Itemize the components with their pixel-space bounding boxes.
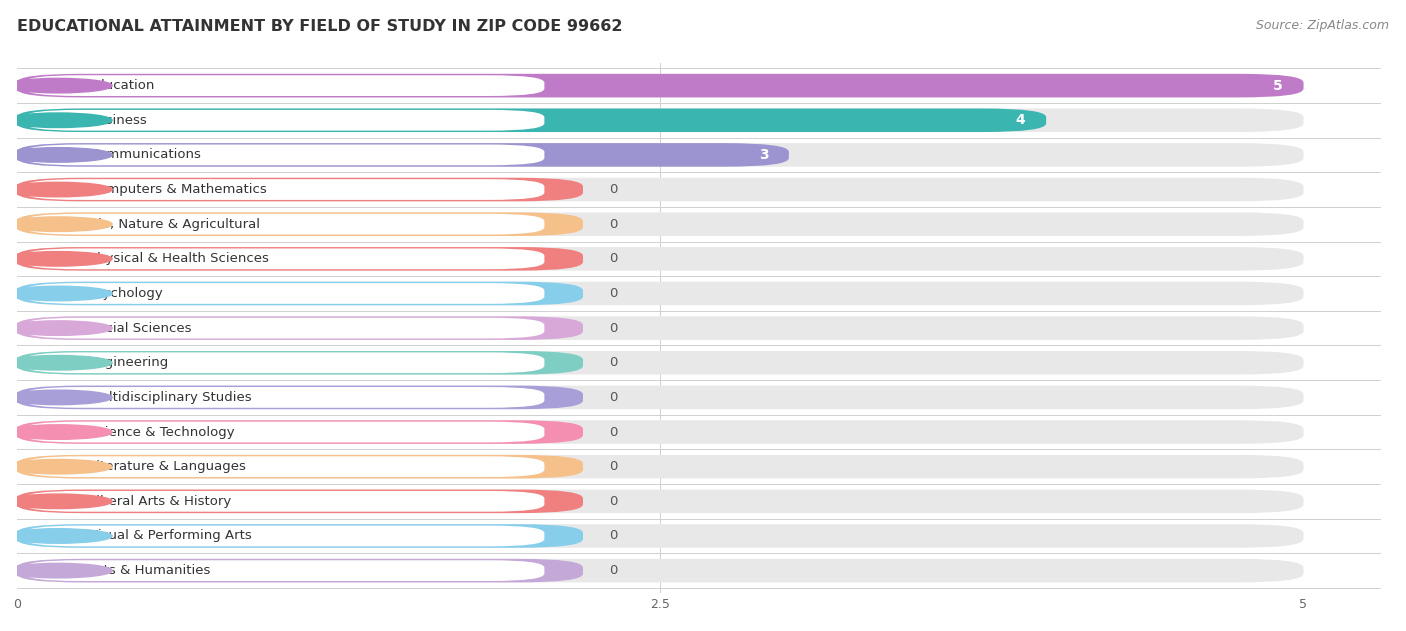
Text: Engineering: Engineering: [89, 357, 169, 369]
Text: Multidisciplinary Studies: Multidisciplinary Studies: [89, 391, 252, 404]
FancyBboxPatch shape: [17, 281, 583, 305]
FancyBboxPatch shape: [24, 318, 544, 338]
Text: 0: 0: [609, 495, 617, 508]
FancyBboxPatch shape: [24, 560, 544, 581]
Text: Communications: Communications: [89, 148, 201, 162]
FancyBboxPatch shape: [24, 75, 544, 96]
FancyBboxPatch shape: [17, 213, 1303, 236]
Circle shape: [4, 217, 112, 232]
FancyBboxPatch shape: [24, 283, 544, 304]
FancyBboxPatch shape: [17, 455, 1303, 478]
Text: 0: 0: [609, 460, 617, 473]
Circle shape: [4, 148, 112, 162]
Text: Visual & Performing Arts: Visual & Performing Arts: [89, 529, 252, 543]
FancyBboxPatch shape: [17, 351, 583, 375]
FancyBboxPatch shape: [24, 110, 544, 131]
Circle shape: [4, 252, 112, 266]
FancyBboxPatch shape: [24, 249, 544, 269]
FancyBboxPatch shape: [24, 352, 544, 373]
Text: Bio, Nature & Agricultural: Bio, Nature & Agricultural: [89, 218, 260, 231]
Text: Source: ZipAtlas.com: Source: ZipAtlas.com: [1256, 19, 1389, 32]
Text: Literature & Languages: Literature & Languages: [89, 460, 246, 473]
Circle shape: [4, 390, 112, 404]
FancyBboxPatch shape: [17, 386, 583, 409]
Circle shape: [4, 286, 112, 301]
FancyBboxPatch shape: [17, 178, 583, 201]
FancyBboxPatch shape: [17, 74, 1303, 97]
FancyBboxPatch shape: [24, 491, 544, 512]
Text: 0: 0: [609, 322, 617, 334]
FancyBboxPatch shape: [17, 316, 1303, 340]
Circle shape: [4, 182, 112, 197]
FancyBboxPatch shape: [17, 143, 789, 167]
FancyBboxPatch shape: [17, 74, 1303, 97]
Circle shape: [4, 425, 112, 439]
Text: 4: 4: [1015, 113, 1025, 127]
Circle shape: [4, 321, 112, 336]
FancyBboxPatch shape: [17, 420, 1303, 444]
FancyBboxPatch shape: [17, 143, 1303, 167]
FancyBboxPatch shape: [17, 386, 1303, 409]
Circle shape: [4, 459, 112, 474]
Circle shape: [4, 113, 112, 127]
FancyBboxPatch shape: [17, 109, 1303, 132]
Circle shape: [4, 78, 112, 93]
FancyBboxPatch shape: [24, 387, 544, 408]
FancyBboxPatch shape: [17, 247, 1303, 271]
FancyBboxPatch shape: [17, 420, 583, 444]
Text: Science & Technology: Science & Technology: [89, 425, 235, 439]
Circle shape: [4, 494, 112, 509]
FancyBboxPatch shape: [17, 316, 583, 340]
Text: Computers & Mathematics: Computers & Mathematics: [89, 183, 267, 196]
FancyBboxPatch shape: [17, 524, 1303, 548]
FancyBboxPatch shape: [17, 455, 583, 478]
Text: 0: 0: [609, 287, 617, 300]
Text: Psychology: Psychology: [89, 287, 163, 300]
Circle shape: [4, 563, 112, 578]
Circle shape: [4, 529, 112, 543]
Text: 0: 0: [609, 425, 617, 439]
FancyBboxPatch shape: [17, 281, 1303, 305]
FancyBboxPatch shape: [24, 214, 544, 235]
Text: 0: 0: [609, 357, 617, 369]
Text: Education: Education: [89, 79, 155, 92]
Text: Liberal Arts & History: Liberal Arts & History: [89, 495, 231, 508]
Text: 5: 5: [1274, 79, 1282, 93]
Text: 0: 0: [609, 183, 617, 196]
Text: 3: 3: [759, 148, 768, 162]
Text: 0: 0: [609, 529, 617, 543]
FancyBboxPatch shape: [17, 559, 583, 582]
FancyBboxPatch shape: [17, 490, 583, 513]
FancyBboxPatch shape: [17, 178, 1303, 201]
FancyBboxPatch shape: [24, 526, 544, 546]
Text: Arts & Humanities: Arts & Humanities: [89, 564, 211, 577]
FancyBboxPatch shape: [17, 247, 583, 271]
Text: Business: Business: [89, 114, 148, 127]
FancyBboxPatch shape: [24, 144, 544, 165]
FancyBboxPatch shape: [24, 179, 544, 200]
FancyBboxPatch shape: [24, 456, 544, 477]
FancyBboxPatch shape: [17, 351, 1303, 375]
Text: Social Sciences: Social Sciences: [89, 322, 191, 334]
Text: EDUCATIONAL ATTAINMENT BY FIELD OF STUDY IN ZIP CODE 99662: EDUCATIONAL ATTAINMENT BY FIELD OF STUDY…: [17, 19, 623, 34]
Text: 0: 0: [609, 564, 617, 577]
FancyBboxPatch shape: [17, 524, 583, 548]
Circle shape: [4, 355, 112, 370]
Text: 0: 0: [609, 218, 617, 231]
Text: Physical & Health Sciences: Physical & Health Sciences: [89, 252, 269, 265]
FancyBboxPatch shape: [17, 559, 1303, 582]
FancyBboxPatch shape: [17, 490, 1303, 513]
FancyBboxPatch shape: [17, 109, 1046, 132]
FancyBboxPatch shape: [17, 213, 583, 236]
Text: 0: 0: [609, 252, 617, 265]
FancyBboxPatch shape: [24, 422, 544, 442]
Text: 0: 0: [609, 391, 617, 404]
